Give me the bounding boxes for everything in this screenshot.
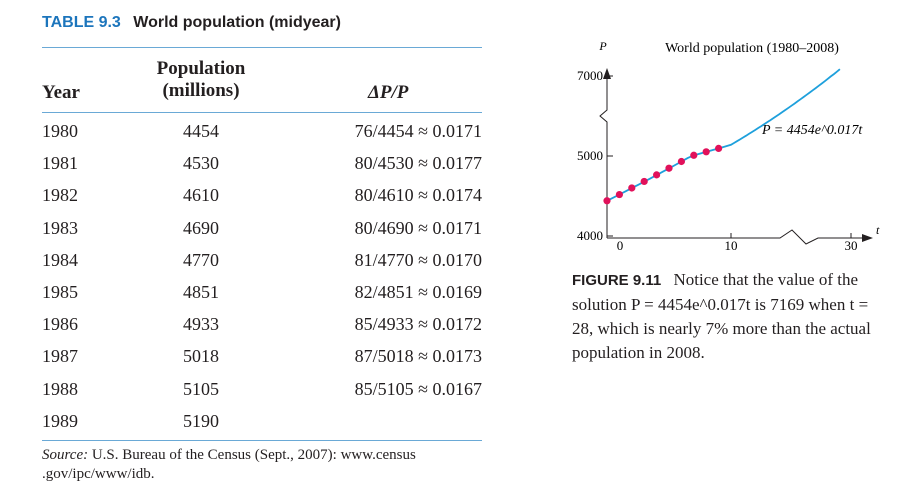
y-tick-label: 7000: [577, 68, 603, 83]
x-axis-line: [607, 229, 871, 245]
ratio-cell: 76/4454 ≈ 0.0171: [354, 121, 482, 141]
figure-label: FIGURE 9.11: [572, 272, 662, 289]
year-cell: 1980: [42, 121, 78, 141]
ratio-cell: 87/5018 ≈ 0.0173: [354, 346, 482, 367]
y-tick-label: 4000: [577, 228, 603, 243]
figure-caption-text: Notice that the value of the solution P …: [572, 270, 871, 362]
population-cell: 4770: [183, 249, 219, 270]
ratio-cell: 85/4933 ≈ 0.0172: [354, 314, 482, 335]
data-point: [653, 171, 661, 179]
ratio-cell: 82/4851 ≈ 0.0169: [354, 282, 482, 302]
population-cell: 5190: [183, 410, 219, 431]
y-axis-line: [599, 72, 608, 238]
year-cell: 1981: [42, 153, 78, 174]
population-cell: 5018: [183, 346, 219, 367]
table-header-rule: [42, 112, 482, 113]
year-cell: 1983: [42, 217, 78, 238]
x-tick-label: 0: [617, 238, 624, 253]
y-tick-label: 5000: [577, 148, 603, 163]
figure-caption: FIGURE 9.11 Notice that the value of the…: [572, 268, 892, 365]
population-cell: 4690: [183, 217, 219, 238]
header-population-line2: (millions): [162, 80, 240, 101]
table-top-rule: [42, 47, 482, 48]
ratio-cell: 81/4770 ≈ 0.0170: [354, 249, 482, 270]
table-title: World population (midyear): [133, 14, 341, 31]
header-year: Year: [42, 82, 80, 103]
year-cell: 1989: [42, 410, 78, 431]
population-cell: 4933: [183, 314, 219, 335]
data-point: [628, 184, 636, 192]
year-cell: 1982: [42, 185, 78, 206]
table-caption: TABLE 9.3 World population (midyear): [42, 14, 341, 32]
fitted-curve: [606, 68, 841, 202]
ratio-cell: 85/5105 ≈ 0.0167: [354, 378, 482, 399]
ratio-cell: 80/4530 ≈ 0.0177: [354, 153, 482, 174]
data-point: [615, 190, 624, 199]
curve-label: P = 4454e^0.017t: [761, 123, 863, 138]
data-point: [702, 148, 710, 156]
ratio-cell: 80/4690 ≈ 0.0171: [354, 217, 482, 238]
year-cell: 1986: [42, 314, 78, 335]
source-label: Source:: [42, 447, 89, 463]
header-population-line1: Population: [156, 58, 246, 79]
x-tick-label: 10: [725, 238, 738, 253]
table-label: TABLE 9.3: [42, 14, 121, 31]
header-population: Population (millions): [146, 58, 256, 102]
population-cell: 5105: [183, 378, 219, 399]
data-point: [665, 164, 673, 172]
year-cell: 1988: [42, 378, 78, 399]
population-cell: 4610: [183, 185, 219, 206]
data-point: [715, 144, 723, 152]
source-text: U.S. Bureau of the Census (Sept., 2007):…: [42, 447, 416, 482]
data-point: [690, 151, 698, 159]
table-source: Source: U.S. Bureau of the Census (Sept.…: [42, 446, 462, 484]
y-axis-label: P: [598, 39, 607, 53]
population-cell: 4454: [183, 121, 219, 141]
data-point: [640, 177, 648, 186]
x-axis-label: t: [876, 223, 880, 237]
year-cell: 1985: [42, 282, 78, 302]
year-cell: 1984: [42, 249, 78, 270]
population-cell: 4530: [183, 153, 219, 174]
population-cell: 4851: [183, 282, 219, 302]
year-cell: 1987: [42, 346, 78, 367]
header-ratio: ΔP/P: [368, 82, 409, 103]
x-axis-arrow: [862, 234, 873, 242]
y-axis-arrow: [603, 68, 611, 79]
table-bottom-rule: [42, 440, 482, 441]
data-point: [677, 157, 686, 166]
data-point: [603, 197, 611, 205]
x-tick-label: 30: [845, 238, 858, 253]
ratio-cell: 80/4610 ≈ 0.0174: [354, 185, 482, 206]
chart-title: World population (1980–2008): [665, 41, 839, 56]
